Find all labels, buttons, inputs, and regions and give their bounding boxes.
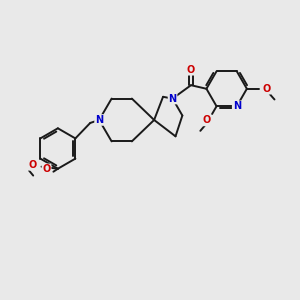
Text: N: N: [169, 94, 177, 103]
Text: O: O: [203, 116, 211, 125]
Text: N: N: [95, 115, 103, 125]
Text: N: N: [233, 101, 241, 111]
Text: O: O: [42, 164, 51, 174]
Text: O: O: [187, 65, 195, 75]
Text: O: O: [28, 160, 37, 170]
Text: O: O: [262, 84, 270, 94]
